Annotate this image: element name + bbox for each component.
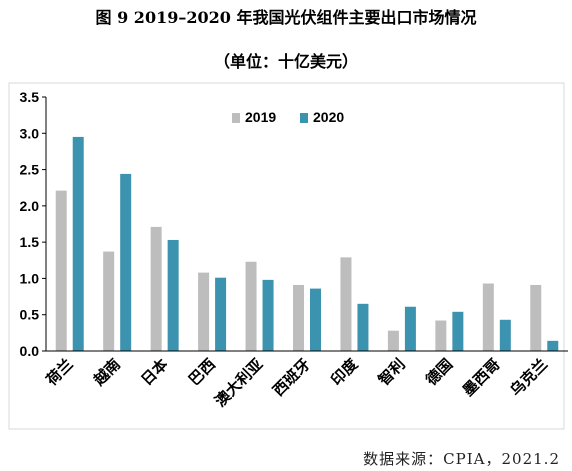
chart-subtitle: （单位：十亿美元） — [213, 52, 358, 71]
bar-2019 — [103, 251, 115, 351]
bar-2020 — [310, 288, 321, 351]
bar-2019 — [387, 330, 399, 351]
x-category-label: 西班牙 — [269, 355, 314, 400]
x-category-label: 巴西 — [185, 355, 219, 389]
bar-2019 — [435, 320, 447, 351]
chart-title: 图 9 2019–2020 年我国光伏组件主要出口市场情况 — [95, 8, 477, 27]
bar-2020 — [262, 279, 274, 351]
bar-2019 — [245, 261, 257, 351]
y-tick-label: 2.0 — [20, 198, 40, 214]
bar-2020 — [120, 173, 132, 351]
legend: 2019 2020 — [232, 109, 344, 125]
bar-2020 — [452, 311, 464, 351]
bar-2019 — [198, 272, 210, 351]
bar-2019 — [55, 190, 67, 351]
y-tick-label: 0.5 — [20, 307, 40, 323]
y-tick-label: 1.5 — [20, 234, 40, 250]
legend-label-2019: 2019 — [245, 109, 276, 125]
bar-2019 — [482, 283, 494, 351]
y-tick-label: 2.5 — [20, 162, 40, 178]
x-category-label: 日本 — [138, 355, 172, 389]
bar-2020 — [72, 136, 84, 351]
legend-swatch-2020 — [300, 113, 308, 123]
bar-2020 — [404, 306, 416, 351]
bar-2020 — [547, 340, 559, 351]
y-tick-label: 3.5 — [20, 89, 40, 105]
y-tick-label: 1.0 — [20, 270, 40, 286]
x-category-label: 澳大利亚 — [211, 355, 266, 410]
y-axis: 0.0 0.5 1.0 1.5 2.0 2.5 3.0 3.5 — [20, 89, 47, 359]
x-category-label: 墨西哥 — [459, 355, 504, 400]
bar-2019 — [150, 226, 162, 351]
y-tick-label: 0.0 — [20, 343, 40, 359]
bar-2020 — [499, 319, 511, 351]
bar-2020 — [167, 239, 179, 351]
bars — [55, 136, 559, 351]
bar-2020 — [357, 303, 369, 351]
x-category-label: 印度 — [327, 354, 362, 389]
x-category-label: 荷兰 — [43, 355, 77, 389]
y-tick-label: 3.0 — [20, 125, 40, 141]
bar-2019 — [530, 284, 542, 351]
x-category-label: 智利 — [375, 355, 409, 389]
bar-2019 — [293, 284, 304, 351]
bar-2020 — [215, 277, 227, 351]
legend-swatch-2019 — [232, 113, 240, 123]
x-category-label: 乌克兰 — [507, 355, 552, 400]
source-note: 数据来源：CPIA，2021.2 — [363, 450, 560, 468]
x-category-label: 越南 — [89, 355, 124, 390]
chart-frame — [8, 82, 565, 430]
x-category-label: 德国 — [422, 355, 456, 389]
bar-2019 — [340, 257, 352, 351]
legend-label-2020: 2020 — [313, 109, 344, 125]
